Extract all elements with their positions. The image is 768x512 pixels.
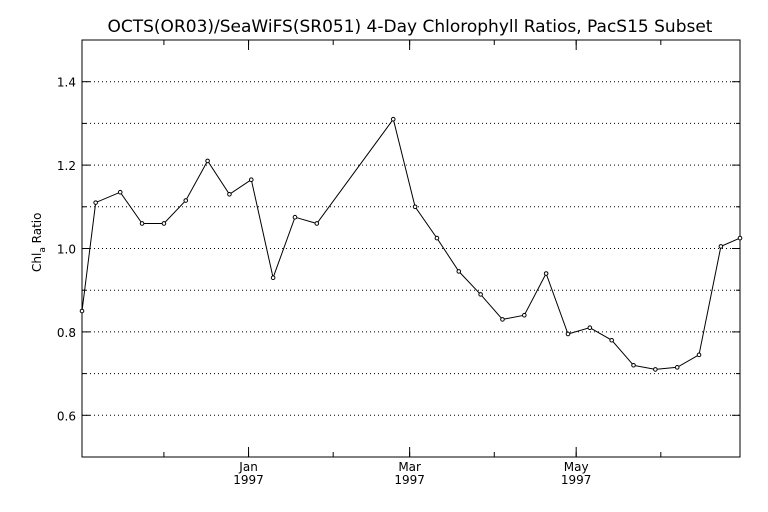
data-point <box>565 331 571 337</box>
y-axis-label-sub: a <box>38 247 48 253</box>
data-point <box>737 235 743 241</box>
data-point <box>718 244 724 249</box>
data-point <box>412 204 418 210</box>
data-point <box>292 214 298 220</box>
data-point <box>314 221 320 226</box>
y-axis-label-rest: Ratio <box>30 213 44 248</box>
data-point <box>161 221 167 226</box>
x-tick-label-month: May <box>564 460 589 474</box>
x-tick-label-month: Jan <box>238 460 258 474</box>
series-layer <box>79 116 743 372</box>
data-point <box>587 325 593 331</box>
data-point <box>609 337 614 343</box>
grid-layer <box>82 81 740 416</box>
data-point <box>456 269 462 274</box>
y-axis-label-text: Chla Ratio <box>30 213 48 272</box>
data-point <box>93 200 98 205</box>
data-point <box>183 198 189 203</box>
data-point <box>79 308 85 314</box>
y-tick-label: 0.6 <box>57 409 76 423</box>
data-point <box>390 116 396 122</box>
data-point <box>227 191 232 197</box>
data-point <box>653 367 658 372</box>
data-point <box>248 177 254 182</box>
x-tick-label-month: Mar <box>398 460 421 474</box>
x-tick-label-year: 1997 <box>561 473 592 487</box>
data-point <box>674 365 680 370</box>
data-point <box>205 158 210 164</box>
data-point <box>139 221 145 226</box>
data-point <box>696 352 702 358</box>
data-point <box>500 317 505 322</box>
data-point <box>270 275 276 280</box>
y-tick-label: 1.4 <box>57 76 76 90</box>
data-point <box>478 292 483 297</box>
y-axis-label: Chla Ratio <box>30 213 48 272</box>
y-tick-label: 1.0 <box>57 243 76 257</box>
y-tick-label: 1.2 <box>57 159 76 173</box>
y-tick-label: 0.8 <box>57 326 76 340</box>
data-point <box>631 362 636 368</box>
x-tick-label-year: 1997 <box>233 473 264 487</box>
data-point <box>543 271 549 276</box>
data-point <box>522 312 527 318</box>
chart-title: OCTS(OR03)/SeaWiFS(SR051) 4-Day Chloroph… <box>108 17 713 37</box>
data-point <box>117 189 123 195</box>
x-tick-label-year: 1997 <box>394 473 425 487</box>
data-point <box>434 235 440 241</box>
y-axis-label-main: Chl <box>30 253 44 272</box>
